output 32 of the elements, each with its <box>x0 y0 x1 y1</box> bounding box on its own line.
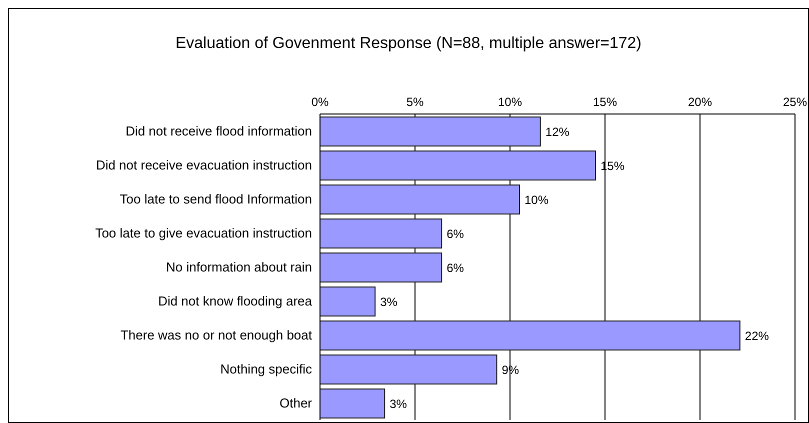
y-tick-label: There was no or not enough boat <box>120 328 312 343</box>
x-tick-label: 10% <box>498 95 522 109</box>
y-tick-label: Too late to send flood Information <box>120 192 312 207</box>
y-tick-label: No information about rain <box>166 260 312 275</box>
bar <box>320 354 498 384</box>
bar <box>320 252 442 282</box>
y-tick-label: Did not receive evacuation instruction <box>96 158 312 173</box>
bar <box>320 218 442 248</box>
x-tick-label: 15% <box>592 95 618 109</box>
x-tick-label: 0% <box>311 95 329 109</box>
data-label: 6% <box>446 260 464 275</box>
data-label: 6% <box>446 226 464 241</box>
bar <box>320 116 541 146</box>
data-label: 3% <box>380 294 398 309</box>
y-tick-label: Other <box>279 396 313 411</box>
bar <box>320 184 520 214</box>
y-tick-label: Nothing specific <box>220 362 312 377</box>
x-tick-label: 20% <box>688 95 712 109</box>
data-label: 12% <box>545 124 570 139</box>
y-tick-label: Did not receive flood information <box>126 124 312 139</box>
x-tick-label: 25% <box>782 95 808 109</box>
x-tick-label: 5% <box>406 95 424 109</box>
bar <box>320 320 740 350</box>
y-tick-label: Too late to give evacuation instruction <box>95 226 312 241</box>
bar <box>320 388 386 418</box>
data-label: 10% <box>524 192 549 207</box>
y-tick-label: Did not know flooding area <box>158 294 313 309</box>
data-label: 22% <box>744 328 770 343</box>
chart-title: Evaluation of Govenment Response (N=88, multiple answer=172) <box>174 35 643 53</box>
bar <box>320 150 596 180</box>
data-label: 3% <box>390 396 408 411</box>
bar <box>320 286 376 316</box>
